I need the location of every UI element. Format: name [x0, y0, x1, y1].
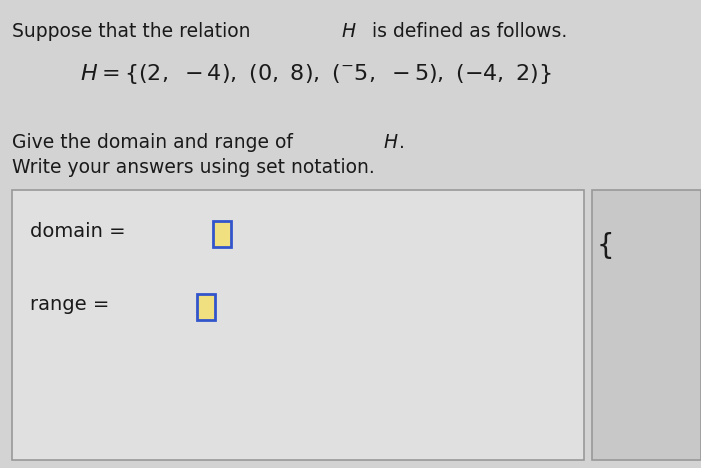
FancyBboxPatch shape [12, 190, 584, 460]
Text: range =: range = [30, 295, 116, 314]
Text: $\mathit{H}=\{(2,\ -4),\ (0,\ 8),\ (^{-}5,\ -5),\ (-4,\ 2)\}$: $\mathit{H}=\{(2,\ -4),\ (0,\ 8),\ (^{-}… [80, 62, 552, 86]
Text: Suppose that the relation: Suppose that the relation [12, 22, 257, 41]
Text: H: H [341, 22, 355, 41]
FancyBboxPatch shape [212, 221, 231, 247]
Text: domain =: domain = [30, 222, 132, 241]
Text: is defined as follows.: is defined as follows. [367, 22, 568, 41]
Text: {: { [597, 232, 615, 260]
Text: Write your answers using set notation.: Write your answers using set notation. [12, 158, 375, 177]
FancyBboxPatch shape [196, 294, 215, 320]
Text: .: . [399, 133, 405, 152]
Text: Give the domain and range of: Give the domain and range of [12, 133, 299, 152]
FancyBboxPatch shape [592, 190, 701, 460]
Text: H: H [384, 133, 398, 152]
